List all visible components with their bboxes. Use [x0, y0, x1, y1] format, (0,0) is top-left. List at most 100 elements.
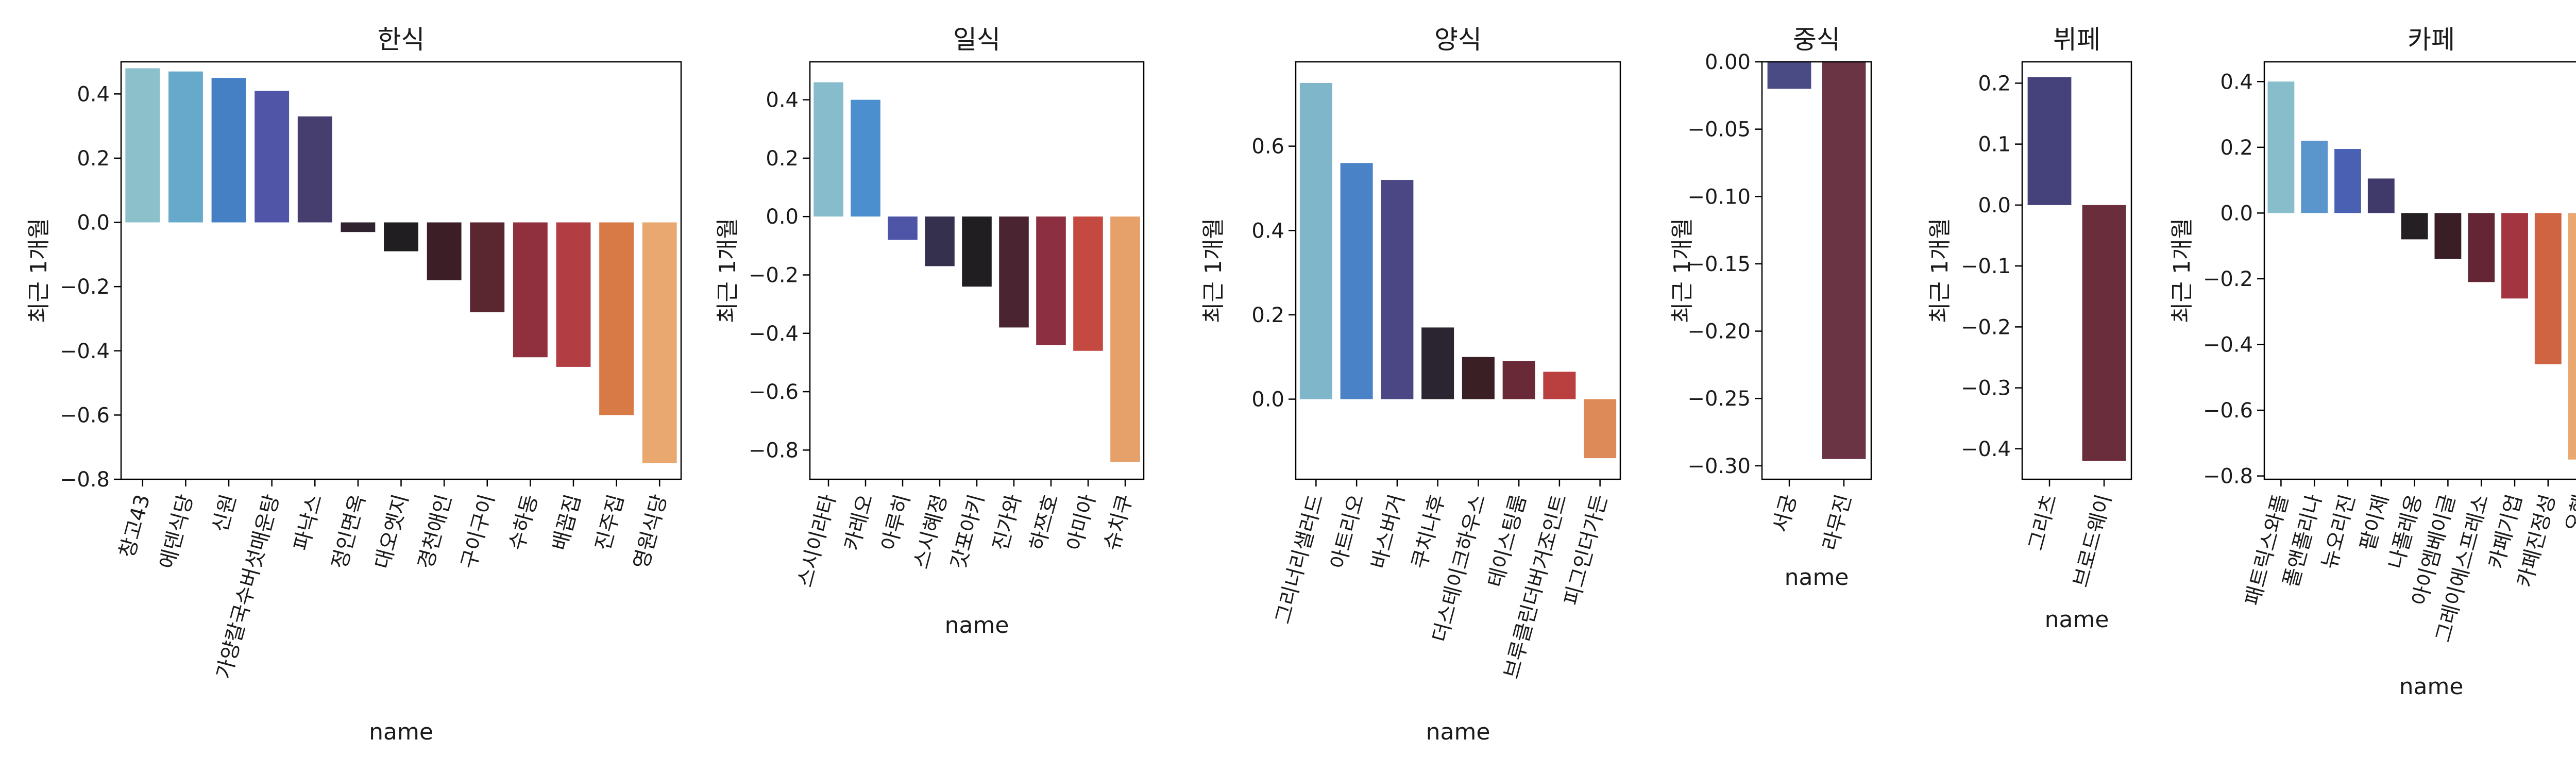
- y-tick-label: −0.8: [2203, 465, 2253, 489]
- x-tick-label: 쿠치나후: [1408, 492, 1450, 572]
- x-axis-label: name: [945, 612, 1009, 638]
- chart-panel-6: −0.8−0.6−0.4−0.20.00.20.4패트릭스와플폴앤폴리나뉴오리진…: [2169, 25, 2576, 700]
- chart-panel-5: −0.4 −0.3 −0.2 −0.1 0.0 0.1 0.2 그리츠 브로드웨이 뷔페 name 최…: [1927, 25, 2132, 633]
- x-tick-label: 카레오: [840, 492, 878, 553]
- chart-title: 뷔페: [2053, 25, 2100, 55]
- x-tick-label: 하쯔호: [1026, 492, 1063, 553]
- x-axis-label: name: [2045, 607, 2109, 633]
- chart-title: 양식: [1434, 25, 1482, 55]
- y-tick-label: 0.2: [2220, 136, 2253, 160]
- y-tick-label: −0.4: [1961, 438, 2011, 461]
- chart-panel-3: 0.00.20.40.6그리너리샐러드아트리오바스버거쿠치나후더스테이크하우스테…: [1200, 25, 1621, 745]
- y-axis-label: 최근 1개월: [26, 218, 52, 323]
- chart-title: 한식: [378, 25, 425, 55]
- x-tick-label: 아트리오: [1326, 492, 1369, 572]
- bar: [999, 216, 1029, 328]
- bar: [888, 216, 918, 240]
- bar: [1502, 361, 1535, 399]
- y-tick-label: −0.20: [1687, 320, 1751, 344]
- bar: [1543, 372, 1576, 399]
- x-tick-label: 수하동: [505, 492, 543, 553]
- y-tick-label: 0.2: [1978, 72, 2011, 95]
- axes-frame: [2021, 61, 2132, 480]
- chart-title: 중식: [1793, 25, 1840, 55]
- x-tick-label: 그리너리샐러드: [1271, 492, 1328, 627]
- bar: [2301, 141, 2328, 213]
- bar: [962, 216, 992, 287]
- y-tick-label: −0.4: [2203, 333, 2253, 357]
- y-tick-label: 0.6: [1251, 135, 1284, 159]
- x-tick-label: 스시이라타: [793, 492, 841, 590]
- y-tick-label: 0.2: [1251, 304, 1284, 327]
- bar: [1421, 327, 1454, 399]
- bar: [1340, 163, 1373, 399]
- bar: [125, 68, 160, 223]
- y-axis-label: 최근 1개월: [1927, 218, 1953, 323]
- bar: [384, 222, 418, 251]
- x-tick-label: 갓포아키: [946, 492, 989, 572]
- bar: [2027, 77, 2072, 205]
- chart-title: 일식: [953, 25, 1001, 55]
- bar: [2267, 81, 2295, 213]
- x-tick-label: 그리츠: [2024, 492, 2062, 553]
- x-tick-label: 대오엣지: [371, 492, 414, 572]
- y-tick-label: −0.2: [749, 263, 799, 287]
- y-tick-label: 0.00: [1705, 51, 1751, 74]
- bar: [2468, 213, 2495, 282]
- x-tick-label: 바스버거: [1367, 492, 1410, 572]
- bar: [513, 222, 548, 358]
- x-axis-label: name: [369, 719, 433, 745]
- y-tick-label: −0.3: [1961, 377, 2011, 400]
- y-tick-label: 0.0: [1978, 194, 2011, 217]
- x-axis-label: name: [2399, 674, 2464, 700]
- bar: [2568, 213, 2576, 460]
- x-tick-label: 라무진: [1819, 492, 1856, 553]
- bar: [851, 99, 880, 217]
- y-tick-label: −0.2: [2203, 267, 2253, 291]
- y-tick-label: −0.2: [1961, 315, 2011, 339]
- x-tick-label: 서궁: [1769, 492, 1801, 535]
- bar: [1110, 216, 1140, 462]
- x-axis-label: name: [1426, 719, 1490, 745]
- x-tick-label: 슈치쿠: [1100, 492, 1138, 553]
- x-tick-label: 아루히: [877, 492, 915, 553]
- bar: [556, 222, 591, 367]
- bar: [2534, 213, 2562, 364]
- bar: [925, 216, 955, 266]
- bar: [1036, 216, 1066, 345]
- x-tick-label: 오헨: [2561, 492, 2576, 535]
- x-tick-label: 경천애인: [414, 492, 456, 572]
- x-tick-label: 영원식당: [629, 492, 672, 572]
- y-tick-label: −0.25: [1687, 387, 1751, 411]
- y-tick-label: 0.4: [1251, 219, 1284, 243]
- x-tick-label: 신원: [208, 492, 241, 535]
- axes-frame: [2263, 61, 2576, 480]
- bar: [1822, 62, 1866, 459]
- y-tick-label: −0.2: [60, 275, 110, 299]
- y-tick-label: 0.4: [77, 82, 110, 106]
- bar: [2434, 213, 2462, 259]
- y-tick-label: 0.4: [2220, 70, 2253, 94]
- y-tick-label: −0.6: [2203, 399, 2253, 423]
- bar: [642, 222, 677, 463]
- bar: [2082, 205, 2126, 461]
- bar: [470, 222, 505, 312]
- x-tick-label: 테이스팅룸: [1484, 492, 1531, 590]
- y-tick-label: −0.6: [749, 380, 799, 404]
- y-tick-label: −0.05: [1687, 118, 1751, 142]
- y-tick-label: 0.2: [766, 147, 799, 171]
- y-tick-label: 0.0: [1251, 388, 1284, 412]
- y-tick-label: −0.6: [60, 404, 110, 427]
- bar: [297, 116, 332, 223]
- y-tick-label: 0.0: [77, 211, 110, 235]
- x-tick-label: 진가와: [989, 492, 1026, 553]
- x-tick-label: 구이구이: [457, 492, 500, 572]
- x-tick-label: 에덴식당: [156, 492, 198, 572]
- chart-panel-4: −0.30 −0.25 −0.20 −0.15 −0.10 −0.05 0.00 서궁 라무진 중…: [1669, 25, 1872, 591]
- bar: [814, 82, 843, 217]
- chart-panel-2: −0.8 −0.6 −0.4 −0.2 0.0 0.2 0.4 스시이라타카레오아루히스시혜정…: [715, 25, 1145, 638]
- bar: [2401, 213, 2428, 240]
- x-axis-label: name: [1785, 564, 1849, 591]
- y-tick-label: −0.15: [1687, 253, 1751, 276]
